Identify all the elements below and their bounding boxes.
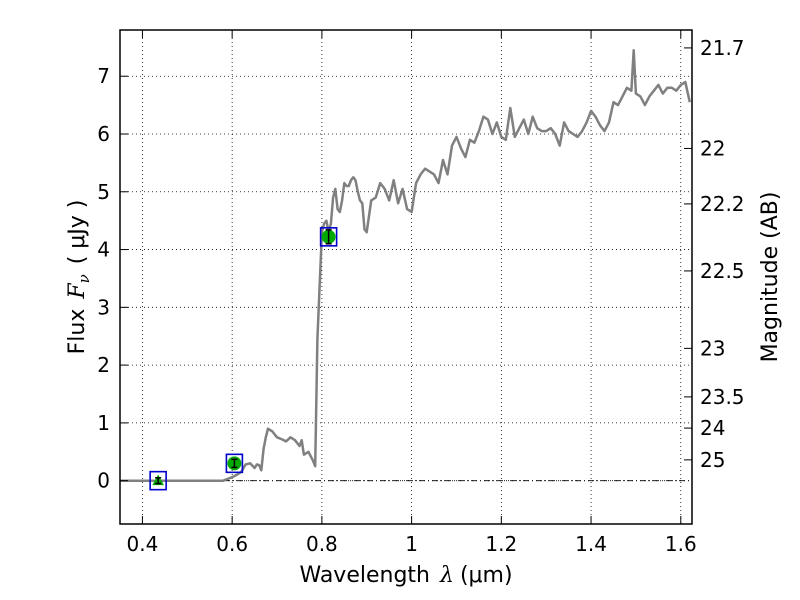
spectrum-path — [120, 48, 692, 482]
x-tick-labels: 0.4 0.6 0.8 1 1.2 1.4 1.6 — [127, 532, 697, 556]
magnitude-tick-label: 22.2 — [700, 192, 745, 216]
x-tick-label: 1 — [405, 532, 418, 556]
x-tick-label: 0.4 — [127, 532, 159, 556]
x-tick-label: 1.6 — [665, 532, 697, 556]
magnitude-tick-label: 22 — [700, 136, 725, 160]
magnitude-tick-label: 22.5 — [700, 259, 745, 283]
magnitude-tick-label: 21.7 — [700, 36, 745, 60]
magnitude-tick-labels: 21.7 22 22.2 22.5 23 23.5 24 25 — [700, 36, 745, 472]
y2-axis-label: Magnitude (AB) — [758, 192, 783, 363]
x-tick-label: 0.8 — [306, 532, 338, 556]
y-axis-label: FluxFν( μJy ) — [65, 200, 93, 355]
grid — [120, 30, 692, 524]
y-tick-label: 2 — [97, 353, 110, 377]
y-tick-label: 4 — [97, 238, 110, 262]
magnitude-tick-label: 24 — [700, 416, 725, 440]
y-tick-label: 6 — [97, 122, 110, 146]
x-tick-label: 0.6 — [216, 532, 248, 556]
plot-frame — [119, 29, 693, 525]
x-axis-label: Wavelength λ (μm) — [299, 563, 512, 588]
magnitude-tick-label: 23.5 — [700, 385, 745, 409]
model-flux-box — [149, 470, 167, 491]
y-tick-label: 0 — [97, 469, 110, 493]
model-flux-box — [225, 453, 244, 474]
photometry-points — [149, 227, 338, 491]
magnitude-tick-label: 25 — [700, 448, 725, 472]
ticks — [120, 30, 692, 524]
y-tick-labels: 0 1 2 3 4 5 6 7 — [97, 64, 110, 492]
x-tick-label: 1.2 — [485, 532, 517, 556]
spectrum-line — [120, 48, 692, 482]
x-tick-label: 1.4 — [575, 532, 607, 556]
model-flux-box — [319, 227, 338, 247]
y-tick-label: 3 — [97, 295, 110, 319]
y-tick-label: 1 — [97, 411, 110, 435]
y-tick-label: 7 — [97, 64, 110, 88]
y-tick-label: 5 — [97, 180, 110, 204]
magnitude-tick-label: 23 — [700, 336, 725, 360]
